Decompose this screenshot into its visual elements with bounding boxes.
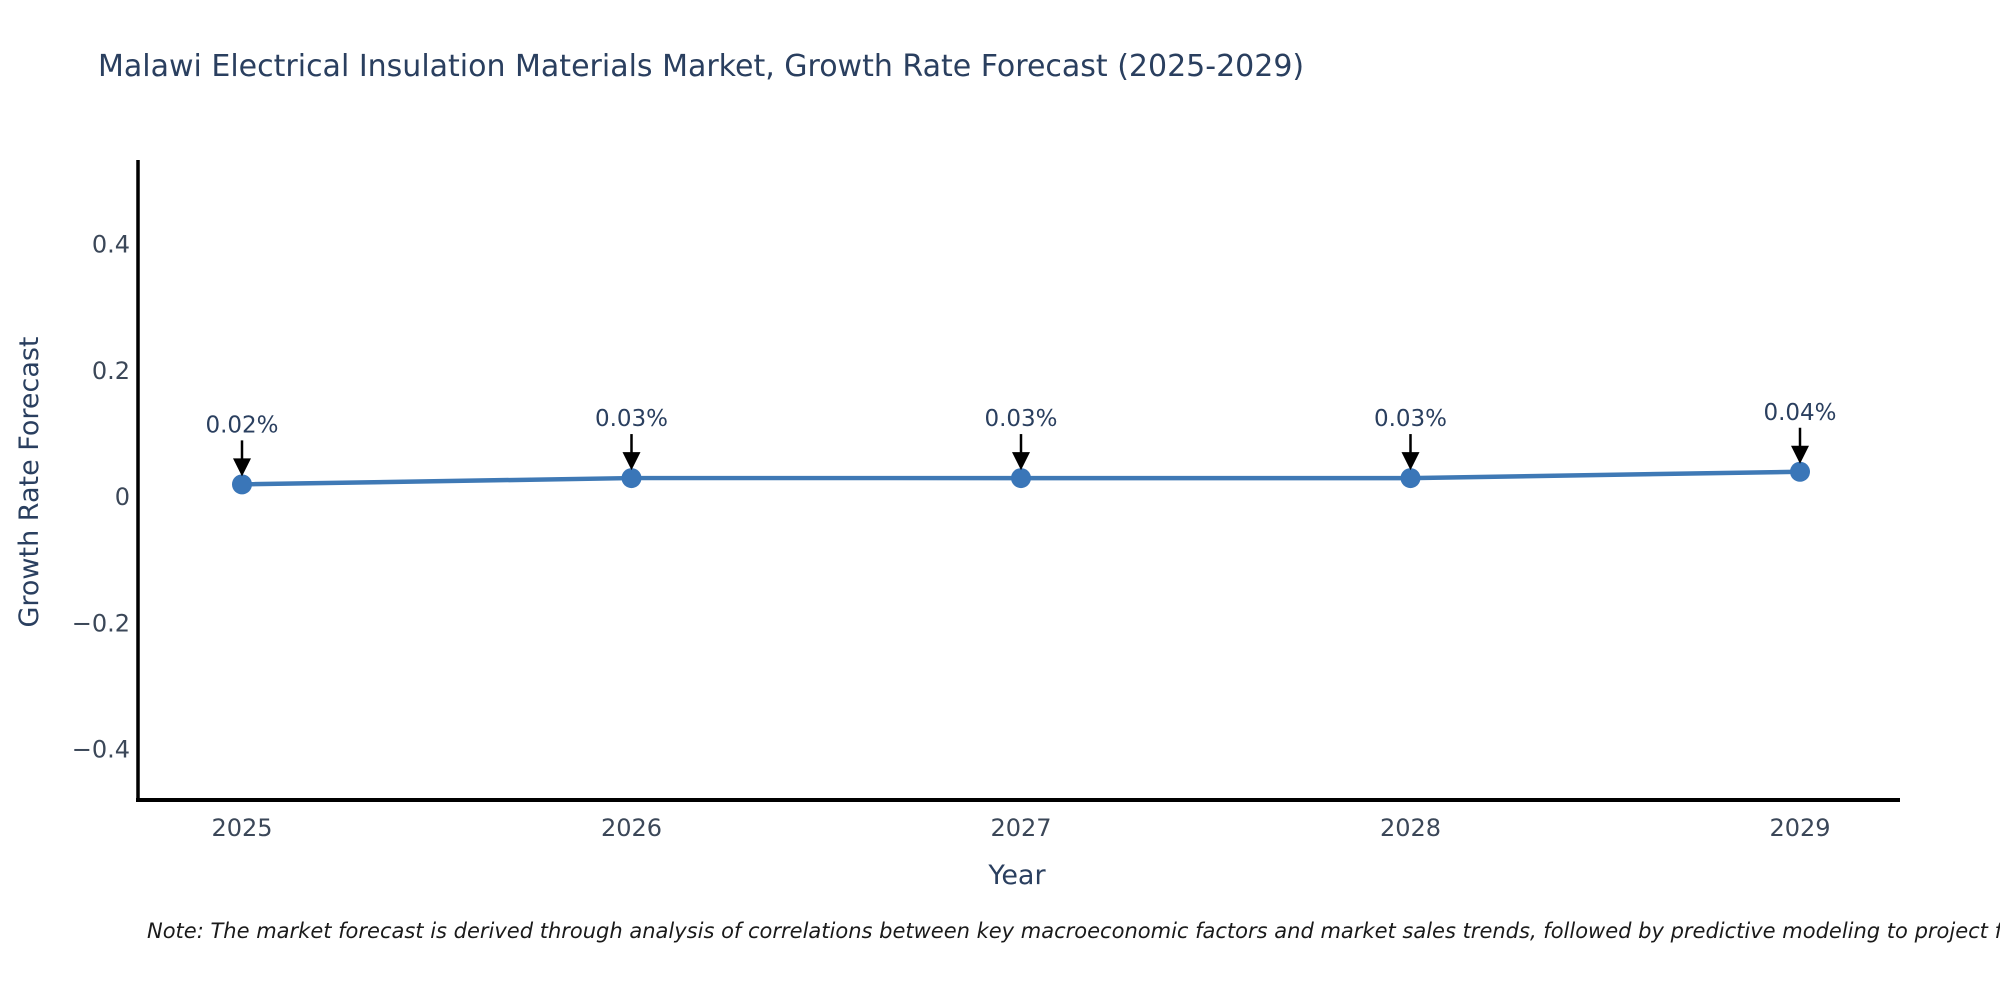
data-point-marker (621, 468, 642, 489)
annotation-arrow-head (233, 458, 251, 477)
x-tick-label: 2027 (990, 814, 1051, 842)
footnote: Note: The market forecast is derived thr… (147, 919, 2000, 943)
data-point-label: 0.03% (595, 406, 668, 432)
x-tick-label: 2029 (1769, 814, 1830, 842)
data-point-label: 0.03% (984, 406, 1057, 432)
y-tick-label: −0.4 (72, 736, 130, 764)
data-point-marker (232, 474, 252, 495)
y-tick-label: 0.4 (92, 231, 130, 259)
annotation-arrow-head (622, 452, 641, 471)
annotation-arrow-head (1791, 445, 1809, 464)
x-tick-label: 2026 (601, 814, 662, 842)
x-tick-label: 2025 (211, 814, 272, 842)
y-tick-label: −0.2 (72, 609, 130, 637)
x-axis-title: Year (987, 860, 1046, 891)
data-point-marker (1011, 468, 1031, 489)
data-point-marker (1790, 461, 1810, 482)
annotation-arrow-head (1401, 452, 1420, 471)
data-point-label: 0.02% (205, 412, 278, 438)
data-point-label: 0.03% (1374, 406, 1447, 432)
y-tick-label: 0 (115, 483, 130, 511)
annotation-arrow-head (1012, 452, 1030, 471)
data-point-marker (1400, 468, 1421, 489)
y-tick-label: 0.2 (92, 357, 130, 385)
y-axis-title: Growth Rate Forecast (14, 336, 45, 627)
plot-content: 0.4 0.2 0 −0.2 −0.4 2025 2026 2027 2028 2029 0.02%… (72, 160, 1900, 842)
chart-title: Malawi Electrical Insulation Materials M… (98, 49, 1304, 84)
x-tick-label: 2028 (1380, 814, 1441, 842)
data-point-label: 0.04% (1763, 400, 1836, 426)
